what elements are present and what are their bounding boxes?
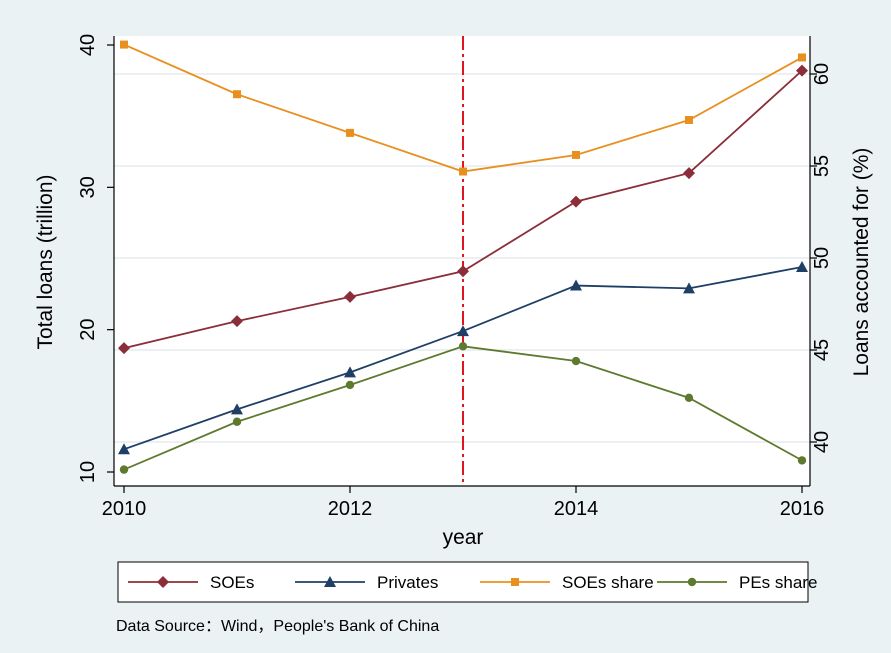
left-tick-label-0: 10	[77, 461, 99, 483]
left-axis-title: Total loans (trillion)	[34, 174, 57, 349]
legend-item-soes: SOEs	[128, 573, 254, 592]
left-tick-label-1: 20	[77, 319, 99, 341]
legend: SOEs Privates SOEs share PEs share	[128, 573, 817, 592]
point-privates-2016	[796, 261, 808, 273]
point-privates-2014	[570, 279, 582, 291]
legend-item-pes-share: PEs share	[657, 573, 817, 592]
point-soes-share-2012	[346, 128, 354, 137]
point-pes-share-2016	[797, 456, 807, 465]
legend-label-pes-share: PEs share	[739, 573, 817, 592]
point-soes-2010	[118, 342, 130, 355]
axes	[113, 36, 811, 487]
legend-item-soes-share: SOEs share	[480, 573, 654, 592]
point-pes-share-2013	[458, 342, 468, 351]
point-soes-2013	[457, 265, 469, 278]
point-pes-share-2011	[232, 417, 242, 426]
point-soes-2011	[231, 315, 243, 328]
point-soes-share-2011	[233, 90, 241, 99]
ticks: 2010 2012 2014 2016 10 20 30 40 40 45 50 55 60	[77, 34, 833, 520]
legend-swatch-marker-soes	[157, 576, 169, 588]
x-tick-label-3: 2016	[780, 498, 825, 520]
point-pes-share-2014	[571, 356, 581, 366]
legend-label-soes-share: SOEs share	[562, 573, 654, 592]
point-pes-share-2010	[119, 465, 129, 474]
point-soes-2015	[683, 167, 695, 180]
series-privates	[118, 261, 808, 455]
point-privates-2011	[231, 403, 243, 415]
legend-swatch-marker-soes-share	[511, 578, 519, 586]
legend-item-privates: Privates	[295, 573, 438, 592]
point-privates-2015	[683, 282, 695, 294]
right-tick-label-1: 45	[811, 339, 833, 361]
left-tick-label-2: 30	[77, 176, 99, 198]
x-tick-label-0: 2010	[102, 498, 147, 520]
legend-label-soes: SOEs	[210, 573, 254, 592]
series-soes-share	[120, 40, 806, 176]
point-soes-2016	[796, 64, 808, 77]
point-privates-2010	[118, 443, 130, 455]
left-tick-label-3: 40	[77, 34, 99, 56]
point-soes-2014	[570, 195, 582, 208]
point-soes-2012	[344, 290, 356, 303]
series-layer	[118, 40, 808, 474]
series-pes-share	[119, 342, 807, 474]
point-soes-share-2013	[459, 167, 467, 176]
right-tick-label-3: 55	[811, 155, 833, 177]
source-note: Data Source：Wind，People's Bank of China	[116, 618, 439, 635]
legend-label-privates: Privates	[377, 573, 438, 592]
point-soes-share-2014	[572, 150, 580, 159]
point-privates-2012	[344, 366, 356, 378]
series-soes	[118, 64, 808, 355]
x-axis-title: year	[443, 526, 484, 549]
point-pes-share-2015	[684, 393, 694, 403]
point-soes-share-2010	[120, 40, 128, 49]
right-tick-label-2: 50	[811, 247, 833, 269]
right-tick-label-0: 40	[811, 431, 833, 453]
x-tick-label-2: 2014	[554, 498, 599, 520]
legend-swatch-marker-pes-share	[687, 577, 697, 587]
point-pes-share-2012	[345, 380, 355, 390]
x-tick-label-1: 2012	[328, 498, 373, 520]
right-tick-label-4: 60	[811, 63, 833, 85]
legend-swatch-marker-privates	[324, 576, 336, 587]
right-axis-title: Loans accounted for (%)	[850, 148, 873, 377]
point-soes-share-2016	[798, 53, 806, 62]
point-privates-2013	[457, 325, 469, 337]
point-soes-share-2015	[685, 116, 693, 124]
